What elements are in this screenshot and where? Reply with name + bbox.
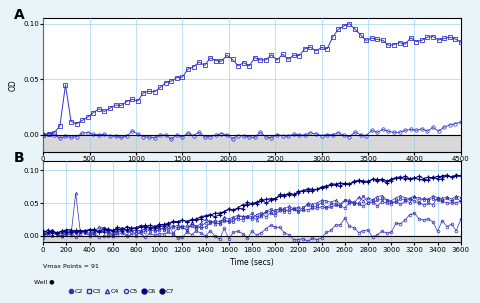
- Legend: C2, C3, C4, C5, C6, C7: C2, C3, C4, C5, C6, C7: [66, 286, 177, 297]
- Text: A: A: [14, 8, 24, 22]
- Text: Vmax Points = 91: Vmax Points = 91: [43, 264, 99, 269]
- Text: Well ●: Well ●: [34, 279, 54, 284]
- X-axis label: Time (secs): Time (secs): [230, 258, 274, 267]
- Text: B: B: [14, 151, 24, 165]
- Y-axis label: OD: OD: [9, 79, 18, 91]
- X-axis label: Time (secs): Time (secs): [230, 167, 274, 176]
